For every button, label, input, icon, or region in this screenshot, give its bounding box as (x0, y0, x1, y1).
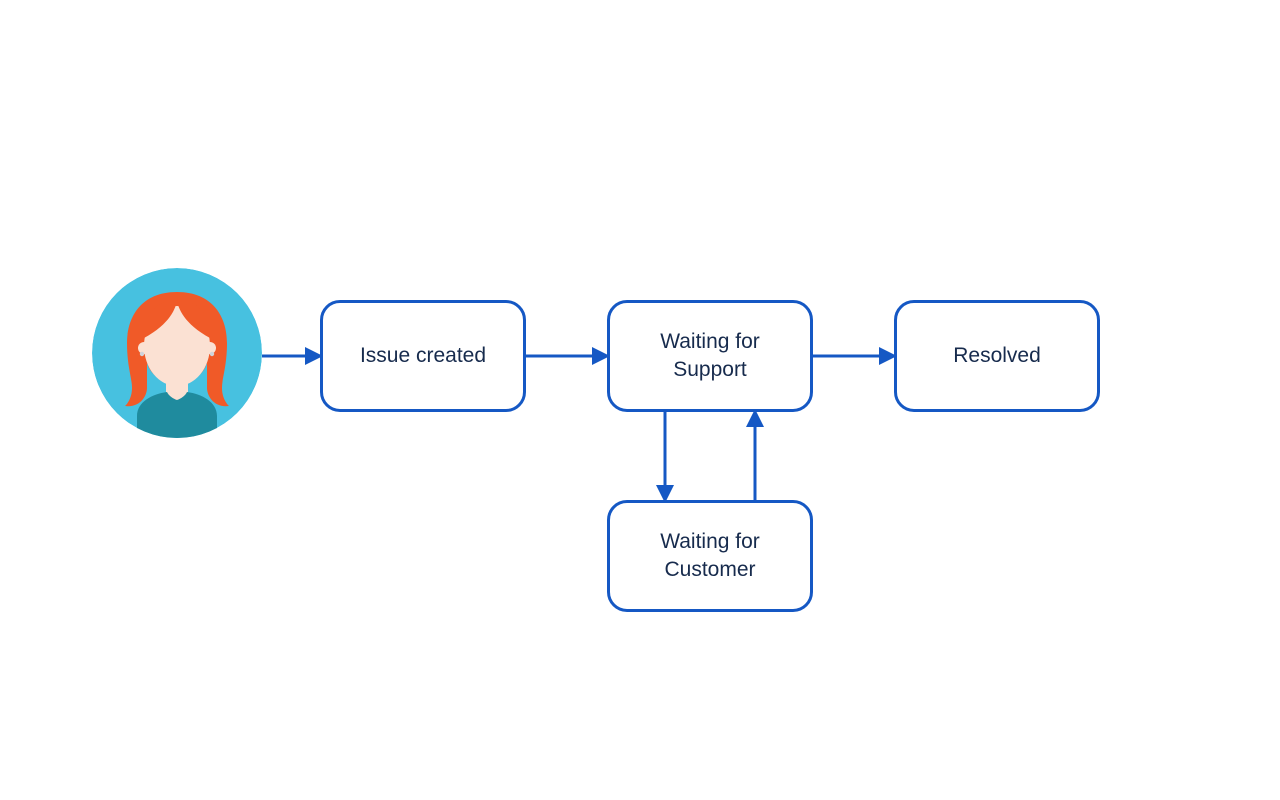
flowchart-canvas: Issue created Waiting forSupport Resolve… (0, 0, 1280, 800)
node-resolved: Resolved (894, 300, 1100, 412)
user-avatar (92, 268, 262, 443)
node-label: Waiting forCustomer (660, 528, 760, 585)
avatar-icon (92, 268, 262, 438)
node-issue-created: Issue created (320, 300, 526, 412)
node-waiting-for-support: Waiting forSupport (607, 300, 813, 412)
node-waiting-for-customer: Waiting forCustomer (607, 500, 813, 612)
node-label: Issue created (360, 342, 486, 370)
node-label: Waiting forSupport (660, 328, 760, 385)
node-label: Resolved (953, 342, 1041, 370)
